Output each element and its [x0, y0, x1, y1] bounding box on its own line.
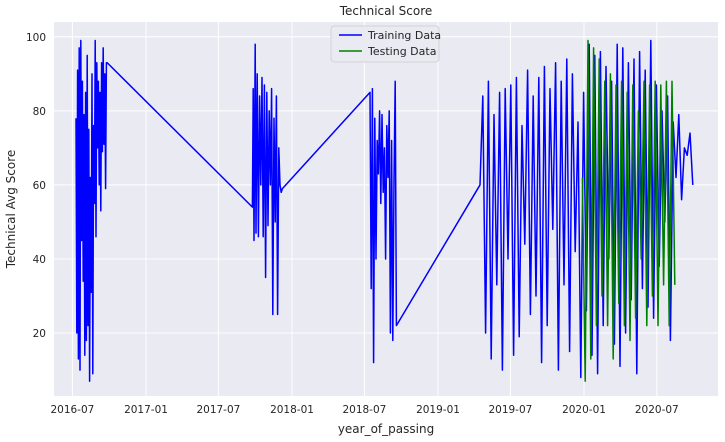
y-axis-label: Technical Avg Score — [4, 150, 18, 270]
legend-label-training: Training Data — [367, 29, 441, 42]
x-tick-label: 2018-07 — [342, 404, 386, 416]
x-tick-label: 2020-01 — [562, 404, 606, 416]
y-tick-label: 60 — [33, 180, 46, 192]
x-tick-label: 2020-07 — [635, 404, 679, 416]
x-tick-label: 2018-01 — [270, 404, 314, 416]
legend-label-testing: Testing Data — [367, 45, 436, 58]
y-tick-labels: 20 40 60 80 100 — [26, 32, 46, 340]
series-layer — [75, 39, 694, 382]
y-tick-label: 80 — [33, 106, 46, 118]
x-tick-label: 2019-07 — [488, 404, 532, 416]
x-tick-labels: 2016-07 2017-01 2017-07 2018-01 2018-07 2019-… — [50, 404, 678, 416]
y-tick-label: 100 — [26, 32, 46, 44]
x-tick-label: 2016-07 — [50, 404, 94, 416]
x-tick-label: 2017-07 — [196, 404, 240, 416]
x-axis-label: year_of_passing — [338, 422, 434, 436]
testing-data-line — [581, 39, 676, 382]
y-tick-label: 40 — [33, 254, 46, 266]
chart-title: Technical Score — [339, 4, 433, 18]
y-tick-label: 20 — [33, 328, 46, 340]
legend: Training Data Testing Data — [330, 25, 441, 63]
x-tick-label: 2019-01 — [416, 404, 460, 416]
training-data-line — [75, 39, 694, 382]
x-tick-label: 2017-01 — [124, 404, 168, 416]
